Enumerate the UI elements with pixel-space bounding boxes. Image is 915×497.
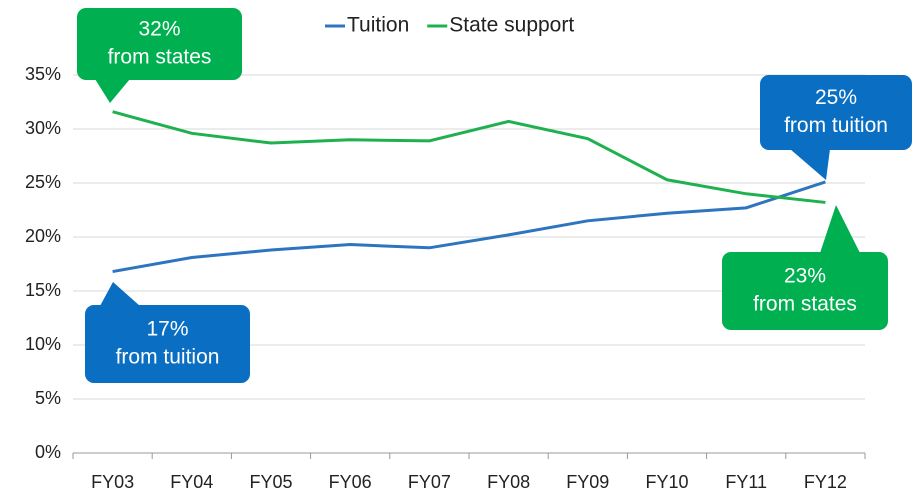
callout-pointer <box>790 149 830 180</box>
callout-text: 32% <box>138 18 180 41</box>
y-tick-label: 30% <box>25 118 61 138</box>
x-tick-label: FY12 <box>804 472 847 492</box>
x-tick-label: FY04 <box>170 472 213 492</box>
x-tick-label: FY10 <box>645 472 688 492</box>
x-tick-label: FY08 <box>487 472 530 492</box>
callout-box <box>85 305 250 383</box>
y-tick-label: 5% <box>35 388 61 408</box>
x-tick-label: FY09 <box>566 472 609 492</box>
y-tick-label: 25% <box>25 172 61 192</box>
series-line <box>112 110 826 204</box>
y-tick-label: 20% <box>25 226 61 246</box>
callout: 17% from tuition <box>85 282 250 383</box>
callout-text: from tuition <box>784 114 888 137</box>
callout-box <box>77 8 242 80</box>
y-tick-label: 0% <box>35 442 61 462</box>
legend-label: State support <box>449 14 574 37</box>
x-tick-label: FY03 <box>91 472 134 492</box>
x-tick-label: FY07 <box>408 472 451 492</box>
y-tick-label: 15% <box>25 280 61 300</box>
callout-text: 17% <box>146 318 188 341</box>
callout-box <box>722 252 888 330</box>
callout-text: from states <box>753 293 857 316</box>
callout: 25% from tuition <box>760 75 912 180</box>
y-tick-label: 35% <box>25 64 61 84</box>
callout-text: from states <box>108 46 212 69</box>
callout-text: from tuition <box>116 346 220 369</box>
callout-pointer <box>820 205 860 253</box>
legend-label: Tuition <box>347 14 409 37</box>
callout-box <box>760 75 912 150</box>
x-tick-label: FY05 <box>249 472 292 492</box>
x-tick-label: FY06 <box>329 472 372 492</box>
callout-text: 23% <box>784 265 826 288</box>
callout-pointer <box>95 79 130 103</box>
series-line <box>112 180 826 274</box>
callout: 32% from states <box>77 8 242 103</box>
x-tick-label: FY11 <box>725 472 767 492</box>
y-tick-label: 10% <box>25 334 61 354</box>
callout: 23% from states <box>722 205 888 330</box>
callout-pointer <box>100 282 140 306</box>
callout-text: 25% <box>815 86 857 109</box>
